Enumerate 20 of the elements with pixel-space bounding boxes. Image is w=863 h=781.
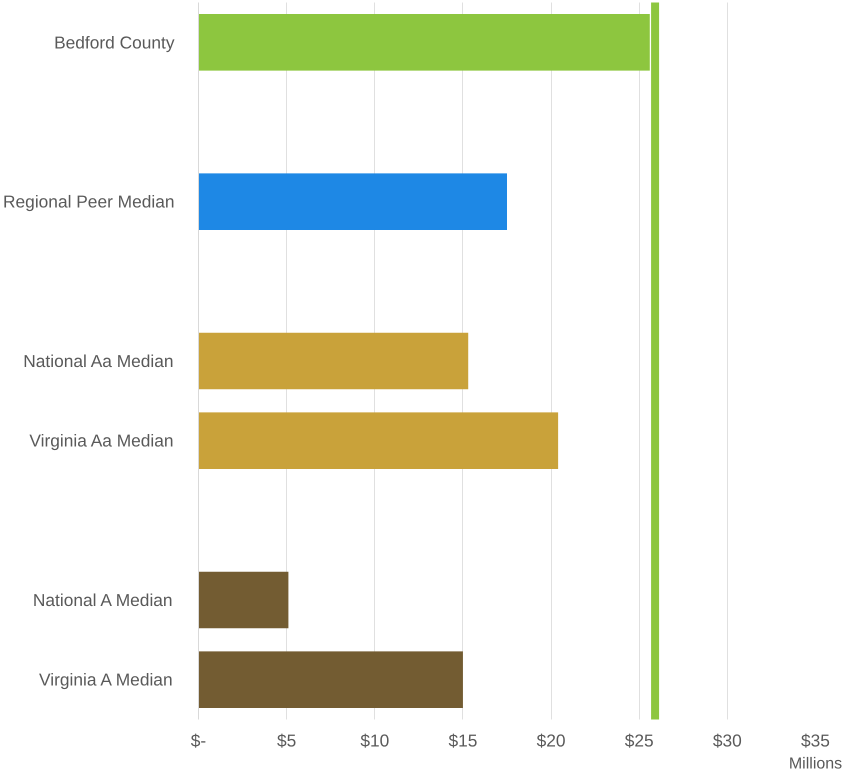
x-tick-label: $10 bbox=[360, 730, 390, 750]
y-tick-label: Virginia Aa Median bbox=[29, 430, 174, 451]
y-tick-label: Virginia A Median bbox=[39, 670, 173, 690]
bar bbox=[198, 412, 558, 469]
bar bbox=[198, 572, 288, 628]
x-axis-title: Millions bbox=[788, 756, 842, 772]
x-tick-label: $5 bbox=[277, 730, 296, 750]
y-tick-label: National Aa Median bbox=[23, 351, 174, 371]
y-tick-label: National A Median bbox=[32, 590, 173, 610]
x-tick-label: $35 bbox=[801, 730, 830, 750]
x-tick-label: $30 bbox=[712, 730, 742, 750]
bar bbox=[198, 332, 468, 390]
y-tick-label: Regional Peer Median bbox=[3, 192, 175, 212]
bar bbox=[198, 651, 463, 708]
y-tick-label: Bedford County bbox=[54, 32, 175, 52]
x-tick-label: $15 bbox=[448, 730, 478, 750]
bar bbox=[198, 173, 507, 230]
x-tick-label: $20 bbox=[536, 730, 566, 750]
x-tick-label: $25 bbox=[624, 730, 654, 750]
x-tick-label: $- bbox=[190, 730, 206, 750]
